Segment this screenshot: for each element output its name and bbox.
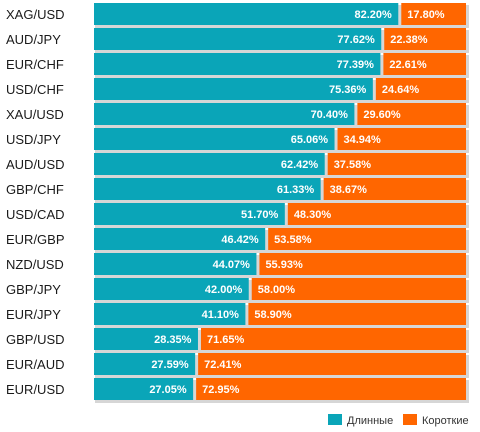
- legend-swatch-long: [328, 414, 342, 425]
- value-label-long: 28.35%: [154, 334, 192, 346]
- bar-long: [94, 378, 194, 400]
- bar-short: [384, 28, 466, 50]
- legend-label-short: Короткие: [422, 415, 469, 427]
- bar-long: [94, 178, 321, 200]
- bar-long: [94, 28, 382, 50]
- category-label: EUR/JPY: [6, 307, 61, 322]
- category-label: XAG/USD: [6, 7, 65, 22]
- legend-label-long: Длинные: [347, 415, 393, 427]
- bar-long: [94, 78, 373, 100]
- value-label-long: 41.10%: [202, 309, 240, 321]
- bar-long: [94, 353, 196, 375]
- category-label: EUR/USD: [6, 382, 65, 397]
- category-label: GBP/CHF: [6, 182, 64, 197]
- value-label-short: 22.61%: [389, 59, 427, 71]
- value-label-short: 22.38%: [390, 34, 428, 46]
- legend-swatch-short: [403, 414, 417, 425]
- value-label-short: 37.58%: [334, 159, 372, 171]
- bar-long: [94, 303, 246, 325]
- value-label-short: 34.94%: [344, 134, 382, 146]
- value-label-short: 48.30%: [294, 209, 332, 221]
- value-label-short: 55.93%: [265, 259, 303, 271]
- value-label-long: 75.36%: [329, 84, 367, 96]
- value-label-long: 62.42%: [281, 159, 319, 171]
- category-labels: XAG/USD AUD/JPY EUR/CHF USD/CHF XAU/USD USD/J…: [6, 7, 65, 397]
- value-label-short: 29.60%: [363, 109, 401, 121]
- value-label-short: 58.90%: [254, 309, 292, 321]
- value-label-short: 17.80%: [407, 9, 445, 21]
- bar-long: [94, 153, 325, 175]
- value-label-long: 42.00%: [205, 284, 243, 296]
- bar-long: [94, 253, 257, 275]
- category-label: AUD/USD: [6, 157, 65, 172]
- bar-long: [94, 278, 249, 300]
- bar-short: [287, 203, 466, 225]
- value-label-short: 53.58%: [274, 234, 312, 246]
- value-label-long: 27.05%: [149, 384, 187, 396]
- value-label-long: 77.39%: [337, 59, 375, 71]
- bar-long: [94, 203, 285, 225]
- category-label: USD/JPY: [6, 132, 61, 147]
- value-label-long: 44.07%: [213, 259, 251, 271]
- value-label-short: 38.67%: [330, 184, 368, 196]
- value-label-short: 72.95%: [202, 384, 240, 396]
- bar-short: [375, 78, 466, 100]
- bar-short: [401, 3, 466, 25]
- legend: Длинные Короткие: [328, 414, 469, 427]
- value-label-short: 71.65%: [207, 334, 245, 346]
- category-label: USD/CAD: [6, 207, 65, 222]
- bar-short: [198, 353, 466, 375]
- bar-short: [259, 253, 466, 275]
- category-label: EUR/CHF: [6, 57, 64, 72]
- bar-long: [94, 53, 381, 75]
- category-label: USD/CHF: [6, 82, 64, 97]
- bar-long: [94, 3, 399, 25]
- bar-long: [94, 228, 266, 250]
- bar-short: [383, 53, 466, 75]
- value-label-long: 82.20%: [354, 9, 392, 21]
- category-label: NZD/USD: [6, 257, 64, 272]
- bar-short: [196, 378, 466, 400]
- bars: [94, 3, 466, 400]
- value-label-short: 58.00%: [258, 284, 296, 296]
- category-label: XAU/USD: [6, 107, 64, 122]
- category-label: EUR/GBP: [6, 232, 65, 247]
- category-label: GBP/USD: [6, 332, 65, 347]
- bar-long: [94, 103, 355, 125]
- value-label-long: 51.70%: [241, 209, 279, 221]
- bar-short: [268, 228, 466, 250]
- category-label: EUR/AUD: [6, 357, 65, 372]
- value-label-long: 46.42%: [221, 234, 259, 246]
- bar-short: [251, 278, 466, 300]
- value-label-long: 65.06%: [291, 134, 329, 146]
- value-label-long: 61.33%: [277, 184, 315, 196]
- value-labels: 82.20% 17.80% 77.62% 22.38% 77.39% 22.61% 75.3…: [149, 9, 444, 396]
- value-label-long: 70.40%: [311, 109, 349, 121]
- bar-short: [337, 128, 466, 150]
- bar-short: [327, 153, 466, 175]
- category-label: GBP/JPY: [6, 282, 61, 297]
- bar-short: [357, 103, 466, 125]
- value-label-short: 72.41%: [204, 359, 242, 371]
- bar-short: [323, 178, 466, 200]
- value-label-short: 24.64%: [382, 84, 420, 96]
- bar-short: [200, 328, 466, 350]
- category-label: AUD/JPY: [6, 32, 61, 47]
- bar-short: [248, 303, 466, 325]
- value-label-long: 77.62%: [337, 34, 375, 46]
- bar-long: [94, 128, 335, 150]
- value-label-long: 27.59%: [151, 359, 189, 371]
- bar-long: [94, 328, 198, 350]
